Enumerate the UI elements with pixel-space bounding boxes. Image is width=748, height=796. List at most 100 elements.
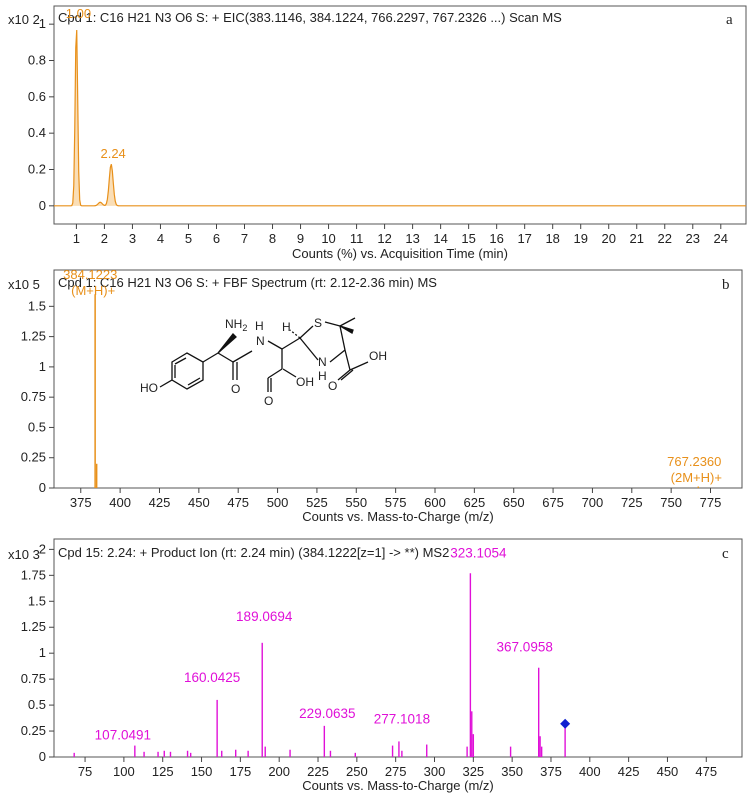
panel-b-x-tick-label: 600: [424, 495, 446, 510]
panel-a-y-tick-label: 0.8: [28, 53, 46, 68]
panel-c-y-tick-label: 0.25: [21, 723, 46, 738]
panel-c-letter: c: [722, 546, 729, 562]
panel-a-x-tick-label: 14: [433, 231, 447, 246]
panel-b-x-tick-label: 450: [188, 495, 210, 510]
panel-c-plot-area: [53, 538, 743, 758]
panel-b-dimer-label-ion: (2M+H)+: [671, 470, 722, 485]
panel-c-peak-label: 323.1054: [450, 545, 507, 560]
panel-a-x-tick-label: 15: [461, 231, 475, 246]
label-ho: HO: [140, 381, 158, 395]
panel-a-x-tick-label: 24: [714, 231, 728, 246]
panel-b-x-tick-label: 400: [109, 495, 131, 510]
panel-c-y-tick-label: 1.25: [21, 619, 46, 634]
panel-b-peak-label-ion: (M+H)+: [71, 283, 115, 298]
panel-a-y-tick-label: 0.2: [28, 162, 46, 177]
panel-c-x-tick-label: 425: [618, 764, 640, 779]
panel-a-y-multiplier: x10 2: [8, 12, 40, 27]
label-o-carbonyl: O: [231, 382, 240, 396]
panel-c-peak-label: 229.0635: [299, 706, 355, 721]
panel-c-x-tick-label: 350: [501, 764, 523, 779]
panel-b-plot-area: [53, 269, 743, 489]
panel-b-x-tick-label: 725: [621, 495, 643, 510]
panel-b-marks: 384.1223(M+H)+ 767.2360(2M+H)+: [63, 267, 722, 488]
panel-a-x-tick-label: 22: [658, 231, 672, 246]
panel-b-x-tick-label: 650: [503, 495, 525, 510]
panel-b-y-tick-label: 0.5: [28, 419, 46, 434]
panel-b: x10 5 Cpd 1: C16 H21 N3 O6 S: + FBF Spec…: [8, 267, 743, 524]
panel-a-x-tick-label: 1: [73, 231, 80, 246]
panel-a-x-tick-label: 9: [297, 231, 304, 246]
panel-b-title: Cpd 1: C16 H21 N3 O6 S: + FBF Spectrum (…: [58, 275, 437, 290]
panel-b-x-tick-label: 550: [345, 495, 367, 510]
label-oh-acid1: OH: [296, 375, 314, 389]
panel-a-title: Cpd 1: C16 H21 N3 O6 S: + EIC(383.1146, …: [58, 10, 562, 25]
panel-b-dimer-label-mz: 767.2360: [667, 454, 721, 469]
panel-a-x-tick-label: 8: [269, 231, 276, 246]
panel-c-x-tick-label: 150: [191, 764, 213, 779]
panel-c-x-tick-label: 275: [385, 764, 407, 779]
label-s: S: [314, 316, 322, 330]
panel-a-trace-fill: [54, 30, 746, 206]
panel-c-x-tick-label: 250: [346, 764, 368, 779]
panel-a-x-tick-label: 5: [185, 231, 192, 246]
panel-a-x-tick-label: 13: [405, 231, 419, 246]
panel-c-x-axis-label: Counts vs. Mass-to-Charge (m/z): [302, 778, 493, 793]
panel-a-x-tick-label: 12: [377, 231, 391, 246]
panel-c-y-tick-label: 0: [39, 749, 46, 764]
label-ring-h: H: [282, 320, 291, 334]
panel-c-y-tick-label: 1: [39, 645, 46, 660]
label-amide-n: N: [256, 334, 265, 348]
panel-a-x-tick-label: 20: [601, 231, 615, 246]
panel-b-x-tick-label: 700: [582, 495, 604, 510]
panel-b-y-tick-label: 0: [39, 480, 46, 495]
panel-a-x-tick-label: 6: [213, 231, 220, 246]
panel-b-x-tick-label: 475: [227, 495, 249, 510]
panel-c-peak-label: 189.0694: [236, 609, 293, 624]
panel-a-x-tick-label: 10: [321, 231, 335, 246]
label-o-acid2: O: [328, 379, 337, 393]
panel-b-x-tick-label: 675: [542, 495, 564, 510]
panel-a-letter: a: [726, 12, 733, 28]
panel-a-x-tick-label: 7: [241, 231, 248, 246]
panel-c-y-tick-label: 1.5: [28, 593, 46, 608]
panel-c-x-tick-label: 475: [695, 764, 717, 779]
panel-b-x-tick-label: 750: [660, 495, 682, 510]
label-oh-acid2: OH: [369, 349, 387, 363]
panel-a-x-tick-label: 2: [101, 231, 108, 246]
panel-a-x-tick-label: 11: [350, 231, 364, 246]
panel-c-title: Cpd 15: 2.24: + Product Ion (rt: 2.24 mi…: [58, 545, 449, 560]
panel-c-x-tick-label: 225: [307, 764, 329, 779]
panel-c-x-tick-label: 300: [424, 764, 446, 779]
panel-b-y-tick-label: 0.25: [21, 450, 46, 465]
label-ring-nh-h: H: [318, 369, 327, 383]
panel-c-peak-label: 160.0425: [184, 670, 240, 685]
panel-c-x-tick-label: 75: [78, 764, 92, 779]
structure-labels: NH2 H N H S N H HO O O OH O OH: [140, 316, 387, 408]
panel-c: x10 3 Cpd 15: 2.24: + Product Ion (rt: 2…: [8, 538, 743, 793]
panel-b-x-tick-label: 775: [700, 495, 722, 510]
panel-c-x-tick-label: 175: [230, 764, 252, 779]
panel-b-y-tick-label: 1: [39, 359, 46, 374]
panel-b-ticks: 375 400 425 450 475 500 525 550 575 600 625 650 675 7…: [21, 298, 722, 510]
panel-b-x-tick-label: 525: [306, 495, 328, 510]
panel-a-x-tick-label: 17: [517, 231, 531, 246]
panel-a-trace-line: [54, 30, 746, 207]
panel-a-y-tick-label: 0.6: [28, 89, 46, 104]
panel-c-x-tick-label: 100: [113, 764, 135, 779]
panel-c-peak-label: 367.0958: [497, 640, 553, 655]
panel-a-y-tick-label: 0.4: [28, 125, 46, 140]
panel-c-x-tick-label: 125: [152, 764, 174, 779]
panel-c-y-tick-label: 2: [39, 541, 46, 556]
panel-a-ticks: 1 2 3 4 5 6 7 8 9 10 11 12 13 14 15 16 17 18 19 20 21 22 23 240…: [28, 16, 728, 246]
panel-c-ticks: 75 100 125 150 175 200 225 250 275 300 325 350 375 40…: [21, 541, 717, 779]
panel-a-x-tick-label: 18: [545, 231, 559, 246]
panel-a-x-tick-label: 16: [489, 231, 503, 246]
panel-a-x-tick-label: 21: [630, 231, 644, 246]
panel-c-y-tick-label: 1.75: [21, 567, 46, 582]
panel-b-x-tick-label: 625: [464, 495, 486, 510]
panel-a-marks: 1.00 2.24: [54, 6, 746, 207]
panel-a-plot-area: [53, 5, 747, 225]
panel-c-x-tick-label: 450: [657, 764, 679, 779]
panel-b-x-tick-label: 500: [267, 495, 289, 510]
